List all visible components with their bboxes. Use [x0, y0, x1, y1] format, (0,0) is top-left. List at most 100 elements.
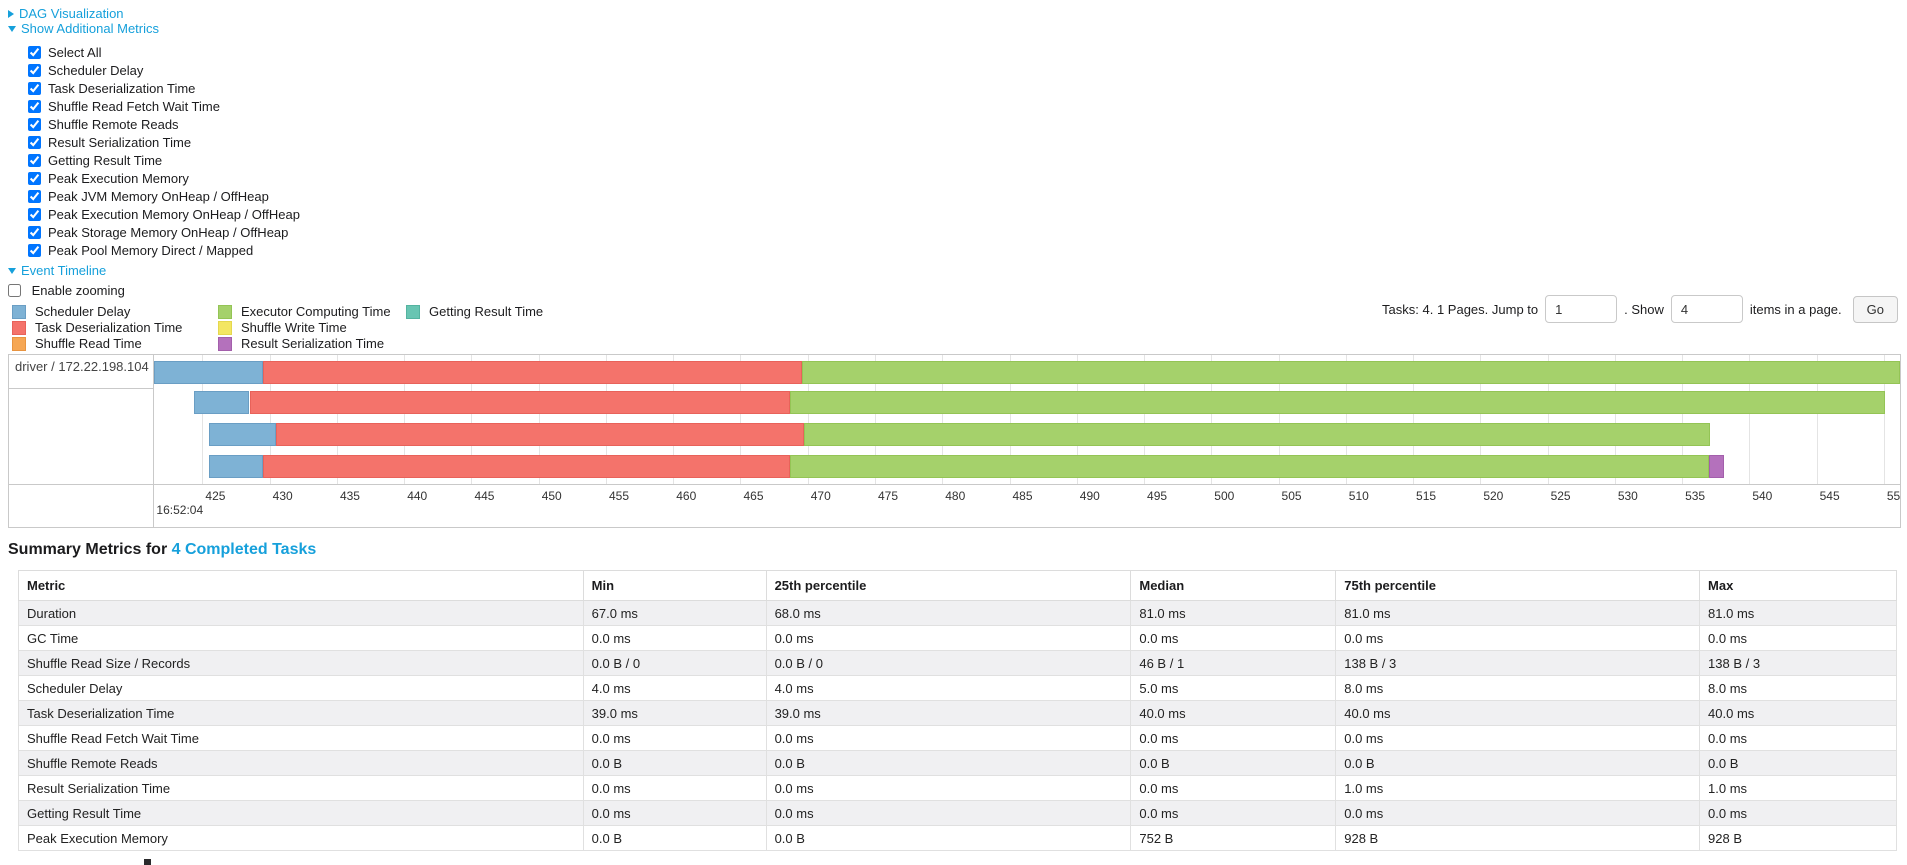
show-additional-metrics-toggle[interactable]: Show Additional Metrics [8, 21, 300, 36]
metric-checkbox[interactable] [28, 154, 41, 167]
metric-value-cell: 0.0 ms [582, 800, 767, 826]
metric-value-cell: 39.0 ms [582, 700, 767, 726]
dag-visualization-label: DAG Visualization [19, 6, 124, 21]
task-bar-segment-executor_computing[interactable] [802, 361, 1900, 384]
task-bar-segment-executor_computing[interactable] [790, 455, 1709, 478]
metric-name-cell: Task Deserialization Time [18, 700, 584, 726]
metric-checkbox[interactable] [28, 208, 41, 221]
event-timeline-toggle[interactable]: Event Timeline [8, 263, 300, 278]
metric-checkbox-label: Shuffle Remote Reads [48, 117, 179, 132]
gridline [202, 355, 204, 484]
axis-tick-label: 490 [1079, 489, 1100, 503]
result-serialization-swatch-icon [218, 337, 232, 351]
table-row: GC Time 0.0 ms 0.0 ms 0.0 ms 0.0 ms 0.0 ms [18, 625, 1897, 651]
table-row: Getting Result Time 0.0 ms 0.0 ms 0.0 ms 0.0… [18, 800, 1897, 826]
jump-to-page-input[interactable] [1545, 295, 1618, 323]
enable-zooming-label: Enable zooming [31, 283, 125, 298]
show-additional-metrics-label: Show Additional Metrics [21, 21, 160, 36]
metric-checkbox-label: Peak Execution Memory [48, 171, 189, 186]
metric-checkbox-item: Getting Result Time [28, 152, 300, 170]
metric-checkbox[interactable] [28, 136, 41, 149]
metric-checkbox[interactable] [28, 244, 41, 257]
legend-column: Getting Result Time [406, 304, 543, 352]
enable-zooming-checkbox[interactable] [8, 284, 21, 297]
metric-checkbox[interactable] [28, 100, 41, 113]
metric-checkbox-label: Peak JVM Memory OnHeap / OffHeap [48, 189, 269, 204]
axis-tick-label: 445 [474, 489, 495, 503]
axis-tick-label: 495 [1147, 489, 1168, 503]
axis-tick-label: 475 [877, 489, 899, 503]
gridline [1682, 355, 1684, 484]
task-bar-segment-task_deserialization[interactable] [249, 391, 791, 414]
metric-checkbox-item: Peak Storage Memory OnHeap / OffHeap [28, 224, 300, 242]
gridline [336, 355, 338, 484]
gridline [942, 355, 944, 484]
metric-checkbox[interactable] [28, 64, 41, 77]
task-bar-segment-result_serialization[interactable] [1708, 455, 1724, 478]
metric-value-cell: 4.0 ms [582, 675, 767, 701]
axis-tick-label: 450 [541, 489, 562, 503]
metric-checkbox[interactable] [28, 82, 41, 95]
timeline-plot [153, 355, 1900, 484]
metric-value-cell: 46 B / 1 [1130, 650, 1337, 676]
table-row: Peak Execution Memory 0.0 B 0.0 B 752 B 928 … [18, 825, 1897, 851]
page-size-input[interactable] [1670, 295, 1743, 323]
table-row: Task Deserialization Time 39.0 ms 39.0 ms 4… [18, 700, 1897, 726]
table-row: Shuffle Read Fetch Wait Time 0.0 ms 0.0 ms… [18, 725, 1897, 751]
metric-checkbox-item: Shuffle Read Fetch Wait Time [28, 98, 300, 116]
additional-metrics-list: Select All Scheduler Delay Task Deserializ… [28, 44, 300, 260]
legend-column: Executor Computing Time Shuffle Write Tim… [218, 304, 391, 352]
table-row: Result Serialization Time 0.0 ms 0.0 ms 0.0… [18, 775, 1897, 801]
legend-item-task_deserialization: Task Deserialization Time [12, 320, 194, 336]
axis-tick-label: 515 [1416, 489, 1437, 503]
metric-value-cell: 0.0 ms [765, 775, 1132, 801]
metric-checkbox[interactable] [28, 172, 41, 185]
task-bar-segment-executor_computing[interactable] [803, 423, 1711, 446]
dag-visualization-toggle[interactable]: DAG Visualization [8, 6, 300, 21]
metric-name-cell: Result Serialization Time [18, 775, 584, 801]
gridline [1749, 355, 1751, 484]
axis-tick-label: 545 [1819, 489, 1840, 503]
task-bar-segment-scheduler_delay[interactable] [209, 423, 277, 446]
metric-checkbox[interactable] [28, 46, 41, 59]
legend-item-label: Result Serialization Time [241, 336, 385, 351]
gridline [1816, 355, 1818, 484]
metric-value-cell: 0.0 ms [1130, 775, 1337, 801]
metric-checkbox[interactable] [28, 226, 41, 239]
metric-value-cell: 81.0 ms [1699, 600, 1897, 626]
completed-tasks-link[interactable]: 4 Completed Tasks [171, 541, 317, 558]
legend-item-shuffle_read: Shuffle Read Time [12, 336, 194, 352]
metric-checkbox-label: Select All [48, 45, 102, 60]
metric-name-cell: Shuffle Remote Reads [18, 750, 584, 776]
summary-metrics-title: Summary Metrics for 4 Completed Tasks [8, 541, 316, 559]
axis-tick-label: 470 [810, 489, 831, 503]
getting-result-swatch-icon [406, 305, 420, 319]
metric-checkbox-item: Peak Execution Memory [28, 170, 300, 188]
metric-checkbox[interactable] [28, 190, 41, 203]
task-bar-segment-task_deserialization[interactable] [276, 423, 804, 446]
gridline [1345, 355, 1347, 484]
task-bar-segment-scheduler_delay[interactable] [154, 361, 263, 384]
metric-checkbox[interactable] [28, 118, 41, 131]
column-header-median: Median [1130, 570, 1337, 601]
axis-tick-label: 460 [676, 489, 697, 503]
task-bar-segment-scheduler_delay[interactable] [194, 391, 250, 414]
metric-value-cell: 1.0 ms [1335, 775, 1701, 801]
task-bar-segment-task_deserialization[interactable] [262, 455, 791, 478]
legend-item-label: Shuffle Write Time [241, 320, 347, 335]
go-button[interactable]: Go [1852, 295, 1898, 323]
metric-value-cell: 0.0 B / 0 [765, 650, 1132, 676]
task-bar-segment-task_deserialization[interactable] [262, 361, 803, 384]
task-bar-segment-scheduler_delay[interactable] [209, 455, 263, 478]
metric-name-cell: Shuffle Read Fetch Wait Time [18, 725, 584, 751]
axis-tick-label: 530 [1617, 489, 1638, 503]
axis-tick-label: 485 [1012, 489, 1033, 503]
task-bar-segment-executor_computing[interactable] [790, 391, 1886, 414]
metric-value-cell: 138 B / 3 [1335, 650, 1701, 676]
gridline [1614, 355, 1616, 484]
metric-value-cell: 0.0 ms [582, 775, 767, 801]
gridline [1144, 355, 1146, 484]
table-row: Shuffle Remote Reads 0.0 B 0.0 B 0.0 B 0.0 B… [18, 750, 1897, 776]
legend-item-label: Getting Result Time [429, 304, 544, 319]
